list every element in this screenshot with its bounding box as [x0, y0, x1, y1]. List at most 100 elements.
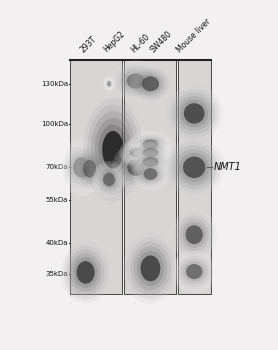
- Text: 35kDa: 35kDa: [46, 271, 68, 277]
- Ellipse shape: [167, 141, 221, 193]
- Ellipse shape: [172, 251, 217, 292]
- Ellipse shape: [130, 66, 171, 102]
- Text: NMT1: NMT1: [214, 162, 242, 172]
- Ellipse shape: [175, 253, 214, 290]
- Ellipse shape: [184, 103, 205, 124]
- Ellipse shape: [61, 241, 110, 303]
- Ellipse shape: [173, 92, 215, 134]
- Ellipse shape: [134, 160, 167, 188]
- Ellipse shape: [131, 142, 170, 163]
- Ellipse shape: [136, 145, 164, 160]
- Ellipse shape: [141, 166, 160, 182]
- Ellipse shape: [128, 131, 173, 158]
- Ellipse shape: [79, 154, 101, 184]
- Ellipse shape: [91, 111, 135, 188]
- Ellipse shape: [134, 246, 167, 290]
- Ellipse shape: [121, 141, 150, 164]
- Ellipse shape: [142, 157, 159, 167]
- Ellipse shape: [70, 253, 101, 292]
- Ellipse shape: [81, 157, 98, 181]
- Text: HL-60: HL-60: [130, 32, 152, 54]
- Ellipse shape: [139, 147, 162, 158]
- Ellipse shape: [83, 160, 96, 177]
- Ellipse shape: [95, 163, 123, 196]
- Ellipse shape: [103, 76, 115, 91]
- Ellipse shape: [136, 162, 165, 186]
- Ellipse shape: [177, 96, 212, 131]
- Ellipse shape: [123, 233, 178, 304]
- Ellipse shape: [142, 148, 159, 157]
- Text: Mouse liver: Mouse liver: [175, 17, 212, 54]
- Ellipse shape: [127, 237, 174, 300]
- Ellipse shape: [93, 161, 126, 198]
- Ellipse shape: [142, 76, 159, 91]
- Ellipse shape: [139, 164, 162, 184]
- Bar: [178, 60, 212, 294]
- Ellipse shape: [130, 242, 171, 295]
- Ellipse shape: [131, 150, 170, 174]
- Ellipse shape: [124, 71, 148, 91]
- Ellipse shape: [67, 249, 104, 296]
- Text: 293T: 293T: [79, 34, 99, 54]
- Ellipse shape: [143, 168, 157, 180]
- Ellipse shape: [183, 222, 206, 247]
- Ellipse shape: [112, 144, 160, 191]
- Ellipse shape: [137, 251, 164, 286]
- Ellipse shape: [105, 79, 113, 88]
- Ellipse shape: [186, 264, 202, 279]
- Ellipse shape: [72, 144, 108, 193]
- Ellipse shape: [127, 63, 174, 105]
- Ellipse shape: [169, 89, 219, 138]
- Ellipse shape: [183, 156, 205, 178]
- Ellipse shape: [121, 153, 150, 182]
- Ellipse shape: [180, 259, 208, 285]
- Ellipse shape: [104, 77, 114, 90]
- Ellipse shape: [123, 142, 148, 162]
- Text: 70kDa: 70kDa: [46, 164, 68, 170]
- Ellipse shape: [119, 139, 152, 166]
- Ellipse shape: [134, 152, 167, 172]
- Ellipse shape: [107, 81, 111, 86]
- Ellipse shape: [61, 143, 102, 192]
- Ellipse shape: [103, 173, 115, 186]
- Ellipse shape: [141, 256, 160, 281]
- Ellipse shape: [106, 80, 112, 88]
- Ellipse shape: [139, 155, 162, 168]
- Ellipse shape: [102, 131, 124, 169]
- Ellipse shape: [131, 158, 169, 190]
- Ellipse shape: [97, 166, 121, 193]
- Ellipse shape: [124, 156, 147, 179]
- Ellipse shape: [76, 150, 103, 187]
- Ellipse shape: [139, 74, 162, 94]
- Ellipse shape: [128, 141, 173, 164]
- Ellipse shape: [186, 225, 203, 244]
- Ellipse shape: [126, 144, 146, 161]
- Ellipse shape: [83, 98, 143, 202]
- Ellipse shape: [111, 60, 161, 102]
- Ellipse shape: [70, 154, 93, 181]
- Ellipse shape: [74, 147, 105, 190]
- Text: 130kDa: 130kDa: [41, 81, 68, 87]
- Bar: [124, 60, 176, 294]
- Ellipse shape: [127, 74, 145, 89]
- Ellipse shape: [180, 100, 208, 127]
- Ellipse shape: [73, 257, 98, 288]
- Ellipse shape: [177, 215, 212, 254]
- Ellipse shape: [67, 150, 96, 185]
- Ellipse shape: [76, 261, 95, 284]
- Ellipse shape: [95, 118, 131, 182]
- Ellipse shape: [99, 168, 119, 191]
- Ellipse shape: [127, 159, 144, 176]
- Ellipse shape: [117, 65, 154, 97]
- Ellipse shape: [64, 146, 100, 188]
- Ellipse shape: [133, 68, 168, 99]
- Text: 40kDa: 40kDa: [46, 240, 68, 246]
- Ellipse shape: [128, 149, 173, 175]
- Text: HepG2: HepG2: [102, 29, 126, 54]
- Ellipse shape: [73, 157, 90, 177]
- Text: SW480: SW480: [149, 29, 174, 54]
- Ellipse shape: [115, 147, 157, 188]
- Ellipse shape: [163, 138, 225, 197]
- Ellipse shape: [131, 133, 170, 156]
- Ellipse shape: [136, 136, 164, 153]
